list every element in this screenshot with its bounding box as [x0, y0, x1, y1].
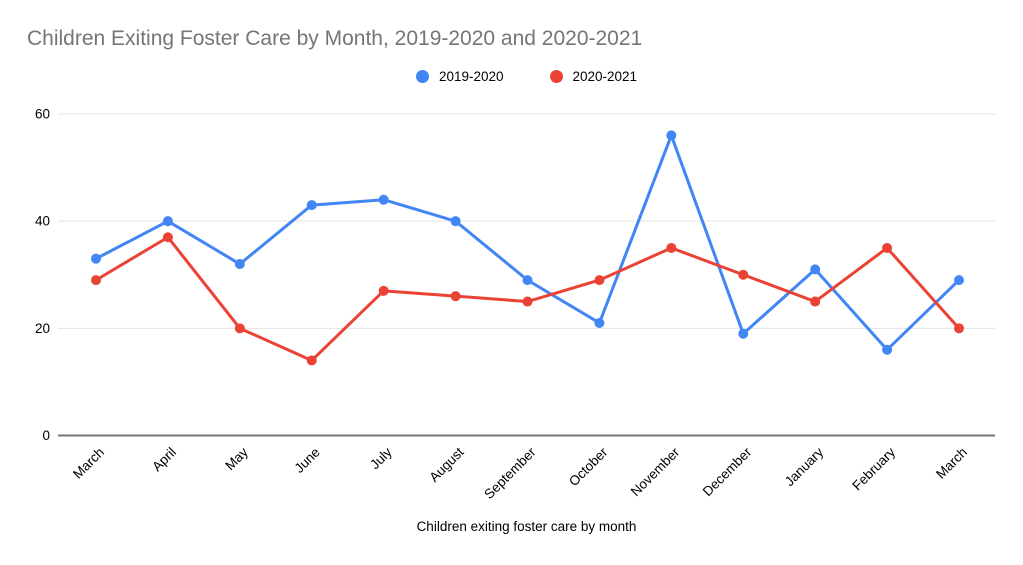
- data-point-2019-2020-October: [594, 317, 605, 328]
- data-point-2019-2020-September: [522, 275, 533, 286]
- data-point-2020-2021-March: [954, 323, 964, 334]
- x-tick-label: August: [426, 444, 467, 485]
- x-tick-label: February: [849, 444, 898, 493]
- legend-label-2020-2021: 2020-2021: [572, 68, 638, 84]
- y-tick-label: 0: [42, 428, 50, 443]
- x-tick-label: December: [700, 444, 755, 499]
- x-axis-title: Children exiting foster care by month: [416, 519, 637, 534]
- x-tick-label: May: [222, 444, 251, 473]
- data-point-2019-2020-February: [882, 344, 893, 355]
- data-point-2019-2020-August: [450, 216, 461, 227]
- data-point-2020-2021-March: [91, 275, 101, 286]
- x-tick-label: September: [481, 444, 539, 502]
- data-point-2020-2021-January: [810, 296, 821, 307]
- data-point-2020-2021-June: [306, 355, 317, 366]
- data-point-2020-2021-October: [594, 275, 605, 286]
- y-tick-label: 40: [35, 214, 50, 229]
- x-tick-label: March: [70, 445, 107, 482]
- data-point-2019-2020-January: [810, 264, 821, 275]
- x-tick-label: November: [628, 444, 683, 499]
- data-point-2019-2020-April: [162, 216, 173, 227]
- data-point-2019-2020-March: [91, 253, 101, 264]
- x-tick-label: March: [933, 445, 970, 482]
- data-point-2019-2020-November: [666, 130, 677, 141]
- data-point-2020-2021-February: [882, 242, 893, 253]
- legend-item-2019-2020: 2019-2020: [415, 68, 504, 84]
- legend-item-2020-2021: 2020-2021: [549, 68, 638, 84]
- data-point-2019-2020-July: [378, 194, 389, 205]
- x-tick-label: July: [367, 444, 395, 472]
- data-point-2020-2021-July: [378, 285, 389, 296]
- data-point-2020-2021-April: [162, 232, 173, 243]
- chart-title: Children Exiting Foster Care by Month, 2…: [27, 27, 643, 50]
- data-point-2019-2020-December: [738, 328, 749, 339]
- y-tick-label: 20: [35, 321, 50, 336]
- legend-label-2019-2020: 2019-2020: [438, 68, 504, 84]
- data-point-2020-2021-November: [666, 242, 677, 253]
- data-point-2019-2020-June: [306, 200, 317, 211]
- legend: 2019-2020 2020-2021: [58, 67, 995, 85]
- data-point-2020-2021-May: [234, 323, 245, 334]
- data-point-2019-2020-May: [234, 259, 245, 270]
- x-tick-label: June: [292, 445, 323, 476]
- series-line-2019-2020: [94, 133, 961, 352]
- x-tick-label: October: [566, 444, 611, 489]
- x-tick-label: April: [149, 445, 179, 475]
- legend-marker-2020-2021-icon: [549, 69, 563, 83]
- data-point-2020-2021-December: [738, 269, 749, 280]
- data-point-2019-2020-March: [954, 275, 964, 286]
- y-tick-label: 60: [35, 107, 50, 122]
- legend-marker-2019-2020-icon: [415, 69, 429, 83]
- data-point-2020-2021-August: [450, 291, 461, 302]
- x-tick-label: January: [782, 444, 827, 489]
- data-point-2020-2021-September: [522, 296, 533, 307]
